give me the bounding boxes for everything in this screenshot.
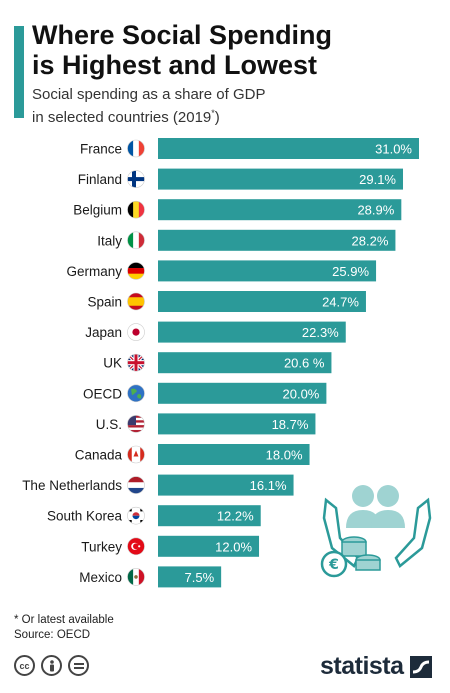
bar: [158, 535, 260, 557]
category-label: France: [80, 142, 122, 157]
bar-row: U.S. 18.7%: [96, 413, 316, 435]
category-label: Germany: [66, 264, 122, 279]
footnote: * Or latest available: [14, 614, 114, 626]
bar: [158, 168, 404, 190]
japan-flag-icon: [127, 323, 145, 341]
chart-subtitle: Social spending as a share of GDP in sel…: [32, 86, 432, 127]
belgium-flag-icon: [127, 200, 145, 219]
bar-row: South Korea 12.2%: [47, 505, 261, 527]
bar-row: The Netherlands 16.1%: [22, 474, 294, 496]
bar-row: Canada 18.0%: [75, 444, 310, 465]
value-label: 12.2%: [217, 509, 254, 524]
value-label: 25.9%: [332, 264, 369, 279]
subtitle-close: ): [214, 109, 220, 126]
bar-row: France 31.0%: [80, 138, 419, 159]
italy-flag-icon: [127, 231, 145, 250]
germany-flag-icon: [127, 262, 145, 280]
bar-row: Japan 22.3%: [85, 321, 346, 343]
svg-text:€: €: [328, 557, 339, 573]
value-label: 16.1%: [250, 478, 287, 493]
bar-row: Spain 24.7%: [87, 291, 366, 312]
subtitle-line-1: Social spending as a share of GDP: [32, 86, 266, 103]
value-label: 12.0%: [215, 539, 252, 554]
uk-flag-icon: [127, 353, 145, 372]
category-label: Finland: [78, 172, 122, 187]
value-label: 18.0%: [266, 448, 303, 463]
category-label: Spain: [87, 295, 122, 310]
creative-commons-icon[interactable]: cc: [14, 655, 35, 676]
bar: [158, 566, 222, 588]
bar: [158, 260, 377, 282]
canada-flag-icon: [127, 445, 145, 464]
netherlands-flag-icon: [127, 476, 145, 494]
turkey-flag-icon: [127, 537, 145, 556]
subtitle-star: *: [211, 108, 215, 118]
value-label: 20.6 %: [284, 356, 325, 371]
source: Source: OECD: [14, 629, 91, 641]
license-icons: cc: [14, 655, 89, 676]
bar-row: Germany 25.9%: [66, 260, 377, 282]
value-label: 29.1%: [359, 172, 396, 187]
value-label: 18.7%: [272, 417, 309, 432]
subtitle-line-2: in selected countries (2019*): [32, 104, 432, 127]
footnote-block: * Or latest available Source: OECD: [14, 613, 114, 643]
category-label: The Netherlands: [22, 478, 122, 493]
bar-row: Turkey 12.0%: [81, 535, 260, 557]
category-label: Turkey: [81, 539, 122, 554]
south-korea-flag-icon: [127, 506, 145, 525]
bar-row: Finland 29.1%: [78, 168, 404, 190]
bar: [158, 321, 346, 343]
bar-row: OECD 20.0%: [83, 382, 327, 404]
us-flag-icon: [127, 415, 145, 433]
statista-brand[interactable]: statista: [320, 652, 432, 681]
category-label: OECD: [83, 386, 122, 401]
bar: [158, 444, 310, 465]
chart-title: Where Social Spending is Highest and Low…: [32, 20, 432, 80]
bar-row: Belgium 28.9%: [73, 199, 402, 221]
bar-row: UK 20.6 %: [103, 352, 332, 374]
finland-flag-icon: [127, 170, 145, 188]
bar: [158, 199, 402, 221]
bar-chart: France 31.0% Finland 29.1% Belgium 28.9% Italy…: [22, 138, 419, 588]
value-label: 28.2%: [352, 233, 389, 248]
bar: [158, 505, 261, 527]
category-label: Japan: [85, 325, 122, 340]
category-label: South Korea: [47, 509, 123, 524]
bar: [158, 352, 332, 374]
title-line-1: Where Social Spending: [32, 20, 333, 50]
value-label: 24.7%: [322, 295, 359, 310]
title-line-2: is Highest and Lowest: [32, 50, 318, 80]
france-flag-icon: [127, 139, 145, 158]
spain-flag-icon: [127, 292, 145, 311]
category-label: U.S.: [96, 417, 122, 432]
bar: [158, 474, 294, 496]
statista-logo-icon: [409, 655, 432, 678]
value-label: 31.0%: [375, 142, 412, 157]
globe-icon: [127, 384, 145, 403]
bar: [158, 413, 316, 435]
bar: [158, 291, 366, 312]
hands-people-coins-illustration: €: [320, 485, 432, 578]
category-label: Canada: [75, 448, 123, 463]
value-label: 20.0%: [283, 386, 320, 401]
attribution-icon[interactable]: [41, 655, 62, 676]
title-accent-bar: [14, 26, 24, 118]
value-label: 7.5%: [185, 570, 215, 585]
bar: [158, 138, 419, 159]
category-label: Italy: [97, 233, 122, 248]
no-derivatives-icon[interactable]: [68, 655, 89, 676]
bar: [158, 229, 396, 251]
bar: [158, 382, 327, 404]
category-label: UK: [103, 356, 122, 371]
value-label: 28.9%: [357, 203, 394, 218]
bar-row: Mexico 7.5%: [79, 566, 222, 588]
bar-row: Italy 28.2%: [97, 229, 396, 251]
mexico-flag-icon: [127, 568, 145, 586]
subtitle-line-2-text: in selected countries (2019: [32, 109, 212, 126]
value-label: 22.3%: [302, 325, 339, 340]
brand-name: statista: [320, 652, 404, 680]
category-label: Belgium: [73, 203, 122, 218]
category-label: Mexico: [79, 570, 122, 585]
